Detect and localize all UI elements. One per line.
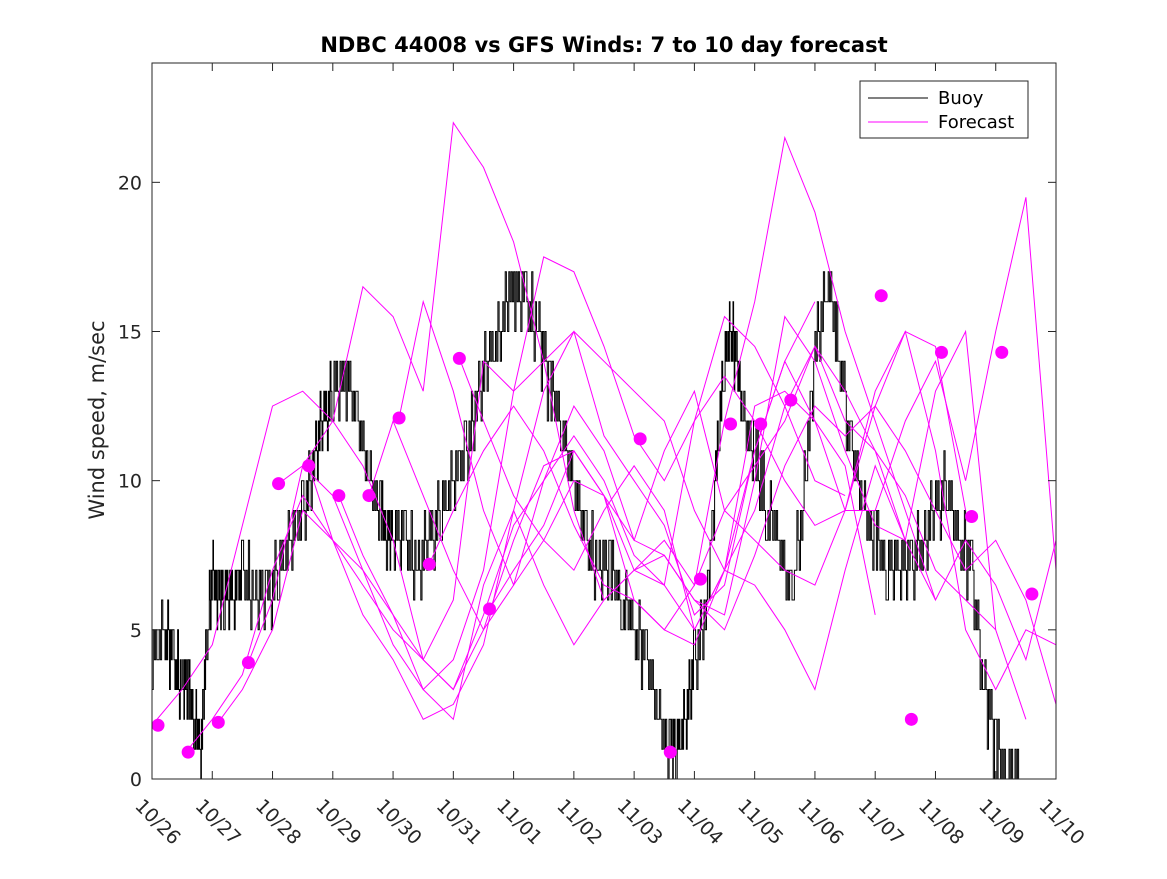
legend-box — [859, 80, 1029, 139]
forecast-start-point — [724, 417, 738, 431]
forecast-start-point — [663, 745, 677, 759]
buoy-series-line — [152, 271, 1020, 779]
forecast-start-point — [1025, 587, 1039, 601]
forecast-start-point — [693, 572, 707, 586]
plot-area — [152, 121, 1056, 779]
forecast-start-point — [152, 718, 165, 732]
forecast-start-point — [482, 602, 496, 616]
legend-buoy-label: Buoy — [938, 88, 984, 109]
forecast-start-point — [211, 715, 225, 729]
legend-forecast-label: Forecast — [938, 112, 1014, 133]
forecast-series-line — [187, 256, 1056, 750]
y-tick-label: 15 — [118, 322, 142, 344]
y-axis-label: Wind speed, m/sec — [85, 320, 109, 519]
forecast-series-line — [398, 299, 997, 630]
forecast-start-point — [392, 411, 406, 425]
forecast-start-point — [241, 656, 255, 670]
forecast-start-point — [784, 393, 798, 407]
forecast-start-point — [422, 557, 436, 571]
y-tick-label: 20 — [118, 172, 142, 194]
forecast-start-point — [181, 745, 195, 759]
forecast-series-line — [308, 330, 906, 720]
forecast-start-point — [332, 489, 346, 503]
axes-frame — [151, 62, 1057, 780]
forecast-start-point — [452, 351, 466, 365]
forecast-start-point — [934, 345, 948, 359]
forecast-start-point — [874, 289, 888, 303]
forecast-start-point — [904, 712, 918, 726]
forecast-start-point — [965, 509, 979, 523]
y-tick-label: 0 — [130, 769, 142, 791]
forecast-start-point — [633, 432, 647, 446]
forecast-series-line — [489, 389, 1056, 705]
forecast-start-point — [362, 489, 376, 503]
forecast-series-line — [458, 197, 1056, 632]
y-tick-label: 5 — [130, 620, 142, 642]
chart-title: NDBC 44008 vs GFS Winds: 7 to 10 day for… — [320, 33, 887, 57]
forecast-start-point — [302, 459, 316, 473]
forecast-series-line — [247, 315, 846, 721]
forecast-series-line — [338, 345, 936, 691]
forecast-start-point — [995, 345, 1009, 359]
y-tick-label: 10 — [118, 471, 142, 493]
forecast-start-point — [754, 417, 768, 431]
forecast-start-point — [272, 477, 286, 491]
legend: Buoy Forecast — [859, 80, 1029, 139]
